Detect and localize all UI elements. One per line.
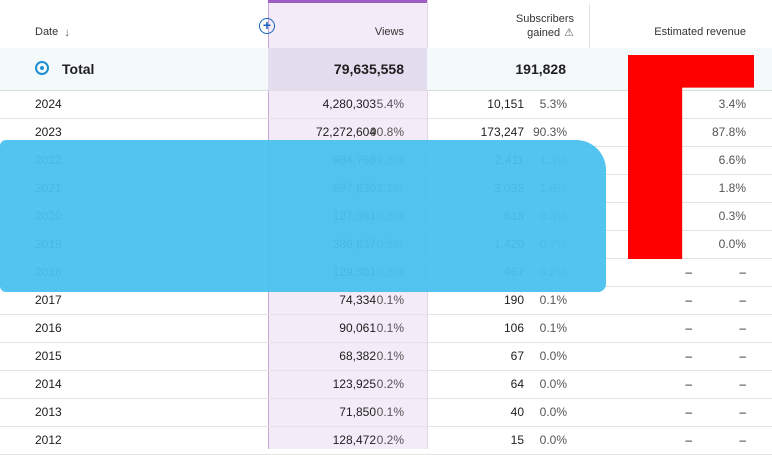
row-revenue-percent: 0.3% xyxy=(718,209,746,223)
row-views: 74,334 xyxy=(339,293,376,307)
subscribers-header[interactable]: Subscribers gained ⚠ xyxy=(515,13,574,39)
row-subscribers: 173,247 xyxy=(480,125,524,139)
row-revenue-dash: – xyxy=(685,405,692,419)
blue-redaction-scribble xyxy=(0,140,606,292)
row-revenue-percent-dash: – xyxy=(739,433,746,447)
row-revenue-dash: – xyxy=(685,377,692,391)
row-date: 2023 xyxy=(35,125,62,139)
row-views-percent: 0.1% xyxy=(376,293,404,307)
row-views: 71,850 xyxy=(339,405,376,419)
row-revenue-percent: 0.0% xyxy=(718,237,746,251)
row-subscribers: 190 xyxy=(503,293,524,307)
row-subscribers: 67 xyxy=(510,349,524,363)
row-revenue-percent: 87.8% xyxy=(711,125,746,139)
row-date: 2012 xyxy=(35,433,62,447)
table-row[interactable]: 2014 123,925 0.2% 64 0.0% – – xyxy=(0,370,772,399)
table-row[interactable]: 2012 128,472 0.2% 15 0.0% – – xyxy=(0,426,772,455)
table-row[interactable]: 2017 74,334 0.1% 190 0.1% – – xyxy=(0,286,772,315)
arrow-down-icon: ↓ xyxy=(64,25,71,39)
warning-triangle-icon: ⚠ xyxy=(564,27,574,39)
radio-selected[interactable] xyxy=(35,61,49,75)
row-subscribers-percent: 0.0% xyxy=(539,377,567,391)
row-views-percent: 0.2% xyxy=(376,377,404,391)
row-date: 2014 xyxy=(35,377,62,391)
total-views-highlight xyxy=(268,48,427,90)
row-views-percent: 90.8% xyxy=(369,125,404,139)
row-subscribers-percent: 0.1% xyxy=(539,321,567,335)
row-date: 2024 xyxy=(35,97,62,111)
row-views-percent: 0.2% xyxy=(376,433,404,447)
table-row[interactable]: 2016 90,061 0.1% 106 0.1% – – xyxy=(0,314,772,343)
row-views: 68,382 xyxy=(339,349,376,363)
row-views: 90,061 xyxy=(339,321,376,335)
row-subscribers-percent: 0.0% xyxy=(539,433,567,447)
plus-circle-icon[interactable]: + xyxy=(259,18,275,34)
row-revenue-dash: – xyxy=(685,349,692,363)
row-views: 72,272,604 xyxy=(315,125,376,139)
row-revenue-dash: – xyxy=(685,321,692,335)
total-views: 79,635,558 xyxy=(333,61,404,77)
row-date: 2013 xyxy=(35,405,62,419)
row-date: 2015 xyxy=(35,349,62,363)
row-views-percent: 0.1% xyxy=(376,405,404,419)
views-header[interactable]: Views xyxy=(374,26,404,38)
row-revenue-dash: – xyxy=(685,433,692,447)
row-revenue-percent: 3.4% xyxy=(718,97,746,111)
row-revenue-percent: 1.8% xyxy=(718,181,746,195)
row-revenue-percent-dash: – xyxy=(739,321,746,335)
date-header[interactable]: Date ↓ xyxy=(35,25,71,39)
row-views-percent: 0.1% xyxy=(376,321,404,335)
row-subscribers: 64 xyxy=(510,377,524,391)
row-subscribers-percent: 5.3% xyxy=(539,97,567,111)
row-revenue-dash: – xyxy=(685,293,692,307)
row-subscribers: 15 xyxy=(510,433,524,447)
revenue-header[interactable]: Estimated revenue xyxy=(654,26,746,38)
row-views: 128,472 xyxy=(332,433,376,447)
row-revenue-percent-dash: – xyxy=(739,265,746,279)
row-subscribers: 106 xyxy=(503,321,524,335)
row-views-percent: 5.4% xyxy=(376,97,404,111)
row-subscribers-percent: 0.1% xyxy=(539,293,567,307)
row-subscribers: 10,151 xyxy=(487,97,524,111)
row-date: 2017 xyxy=(35,293,62,307)
row-date: 2016 xyxy=(35,321,62,335)
row-views: 4,280,303 xyxy=(322,97,376,111)
row-revenue-percent-dash: – xyxy=(739,293,746,307)
views-column-accent xyxy=(268,0,427,3)
row-revenue-percent-dash: – xyxy=(739,349,746,363)
table-header: Date ↓ + Views Subscribers gained ⚠ Estim… xyxy=(0,0,772,49)
row-subscribers: 40 xyxy=(510,405,524,419)
table-row[interactable]: 2013 71,850 0.1% 40 0.0% – – xyxy=(0,398,772,427)
row-revenue-percent-dash: – xyxy=(739,405,746,419)
row-subscribers-percent: 0.0% xyxy=(539,349,567,363)
row-views-percent: 0.1% xyxy=(376,349,404,363)
total-subscribers: 191,828 xyxy=(515,61,566,77)
row-revenue-dash: – xyxy=(685,265,692,279)
row-revenue-percent-dash: – xyxy=(739,377,746,391)
row-subscribers-percent: 90.3% xyxy=(532,125,567,139)
row-revenue-percent: 6.6% xyxy=(718,153,746,167)
table-row[interactable]: 2024 4,280,303 5.4% 10,151 5.3% 3.4% xyxy=(0,90,772,119)
total-label: Total xyxy=(62,61,95,77)
column-divider xyxy=(589,4,590,48)
table-row[interactable]: 2015 68,382 0.1% 67 0.0% – – xyxy=(0,342,772,371)
row-subscribers-percent: 0.0% xyxy=(539,405,567,419)
row-views: 123,925 xyxy=(332,377,376,391)
